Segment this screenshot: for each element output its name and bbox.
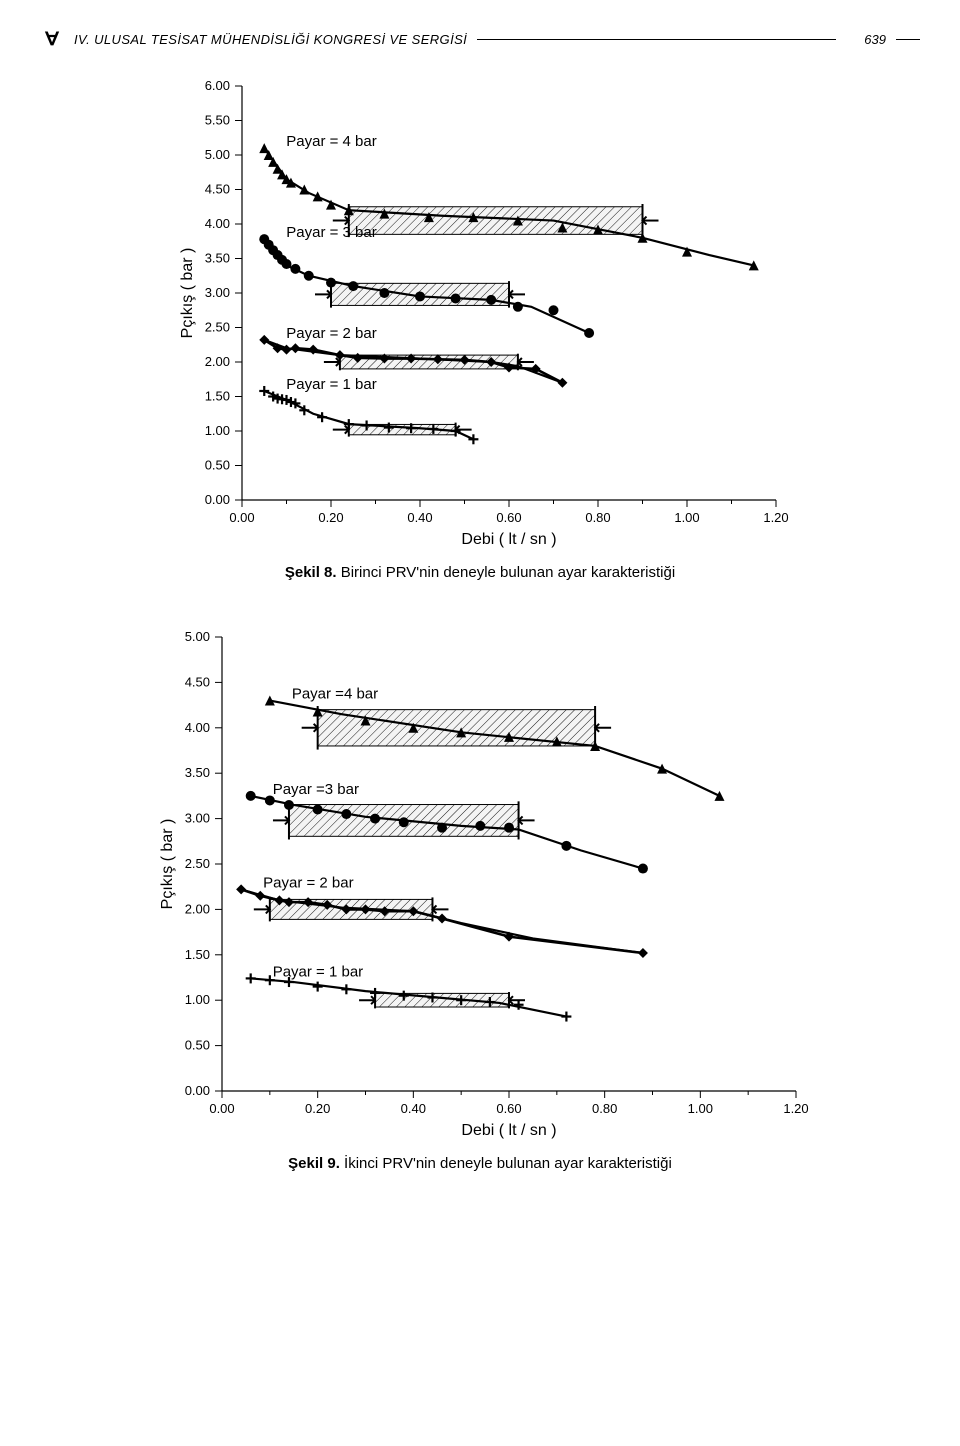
svg-text:0.20: 0.20: [318, 510, 343, 525]
svg-text:0.40: 0.40: [401, 1101, 426, 1116]
figure-9-caption-bold: Şekil 9.: [288, 1155, 340, 1172]
svg-text:1.50: 1.50: [185, 947, 210, 962]
figure-9-wrap: 0.00 0.20 0.40 0.60 0.80 1.00 1.20 0.00 0.50 1.00…: [40, 625, 920, 1196]
svg-text:3.00: 3.00: [205, 285, 230, 300]
svg-text:0.80: 0.80: [592, 1101, 617, 1116]
svg-text:3.00: 3.00: [185, 811, 210, 826]
figure-8-caption-bold: Şekil 8.: [285, 564, 337, 581]
svg-text:0.00: 0.00: [205, 492, 230, 507]
svg-text:Payar =4 bar: Payar =4 bar: [292, 686, 378, 703]
figure-8-wrap: 0.00 0.20 0.40 0.60 0.80 1.00 1.20 0.00 0.50 1.00…: [40, 74, 920, 605]
svg-text:0.00: 0.00: [185, 1083, 210, 1098]
svg-text:Payar = 2 bar: Payar = 2 bar: [263, 874, 353, 891]
svg-text:6.00: 6.00: [205, 78, 230, 93]
svg-text:Payar = 1 bar: Payar = 1 bar: [286, 376, 376, 393]
svg-text:1.50: 1.50: [205, 389, 230, 404]
svg-text:Payar = 2 bar: Payar = 2 bar: [286, 325, 376, 342]
svg-text:5.00: 5.00: [205, 147, 230, 162]
svg-text:4.50: 4.50: [185, 674, 210, 689]
svg-text:2.00: 2.00: [205, 354, 230, 369]
svg-text:4.50: 4.50: [205, 182, 230, 197]
figure-9-caption-text: İkinci PRV'nin deneyle bulunan ayar kara…: [340, 1155, 672, 1172]
svg-text:4.00: 4.00: [185, 720, 210, 735]
svg-text:0.60: 0.60: [496, 1101, 521, 1116]
svg-text:Payar = 3 bar: Payar = 3 bar: [286, 224, 376, 241]
journal-logo-icon: ∀: [39, 27, 65, 51]
figure-9-caption: Şekil 9. İkinci PRV'nin deneyle bulunan …: [288, 1155, 672, 1172]
page-header: ∀ IV. ULUSAL TESİSAT MÜHENDİSLİĞİ KONGRE…: [40, 24, 920, 54]
svg-text:Payar =3 bar: Payar =3 bar: [273, 781, 359, 798]
svg-text:Payar = 1 bar: Payar = 1 bar: [273, 963, 363, 980]
header-rule-right: [896, 39, 920, 40]
svg-text:0.40: 0.40: [407, 510, 432, 525]
svg-text:1.20: 1.20: [763, 510, 788, 525]
page-number: 639: [846, 32, 886, 47]
svg-text:1.20: 1.20: [783, 1101, 808, 1116]
svg-text:5.00: 5.00: [185, 629, 210, 644]
svg-text:Payar = 4 bar: Payar = 4 bar: [286, 133, 376, 150]
svg-text:4.00: 4.00: [205, 216, 230, 231]
svg-text:0.50: 0.50: [185, 1038, 210, 1053]
svg-text:0.50: 0.50: [205, 458, 230, 473]
header-title: IV. ULUSAL TESİSAT MÜHENDİSLİĞİ KONGRESİ…: [74, 32, 467, 47]
svg-text:Debi ( lt / sn ): Debi ( lt / sn ): [461, 531, 556, 548]
figure-9-chart: 0.00 0.20 0.40 0.60 0.80 1.00 1.20 0.00 0.50 1.00…: [150, 625, 810, 1145]
svg-text:0.80: 0.80: [585, 510, 610, 525]
svg-text:Debi ( lt / sn ): Debi ( lt / sn ): [461, 1122, 556, 1139]
svg-text:5.50: 5.50: [205, 113, 230, 128]
header-rule: [477, 39, 836, 40]
svg-text:1.00: 1.00: [205, 423, 230, 438]
svg-text:2.00: 2.00: [185, 901, 210, 916]
figure-8-caption-text: Birinci PRV'nin deneyle bulunan ayar kar…: [337, 564, 676, 581]
svg-text:0.00: 0.00: [229, 510, 254, 525]
svg-text:2.50: 2.50: [205, 320, 230, 335]
svg-text:0.00: 0.00: [209, 1101, 234, 1116]
figure-8-chart: 0.00 0.20 0.40 0.60 0.80 1.00 1.20 0.00 0.50 1.00…: [170, 74, 790, 554]
svg-text:2.50: 2.50: [185, 856, 210, 871]
svg-text:3.50: 3.50: [185, 765, 210, 780]
svg-text:0.60: 0.60: [496, 510, 521, 525]
svg-text:1.00: 1.00: [674, 510, 699, 525]
svg-text:Pçıkış ( bar ): Pçıkış ( bar ): [179, 248, 196, 339]
svg-text:1.00: 1.00: [688, 1101, 713, 1116]
figure-8-caption: Şekil 8. Birinci PRV'nin deneyle bulunan…: [285, 564, 675, 581]
svg-text:1.00: 1.00: [185, 992, 210, 1007]
svg-text:Pçıkış ( bar ): Pçıkış ( bar ): [159, 819, 176, 910]
svg-text:0.20: 0.20: [305, 1101, 330, 1116]
svg-text:3.50: 3.50: [205, 251, 230, 266]
page-container: ∀ IV. ULUSAL TESİSAT MÜHENDİSLİĞİ KONGRE…: [0, 0, 960, 1236]
